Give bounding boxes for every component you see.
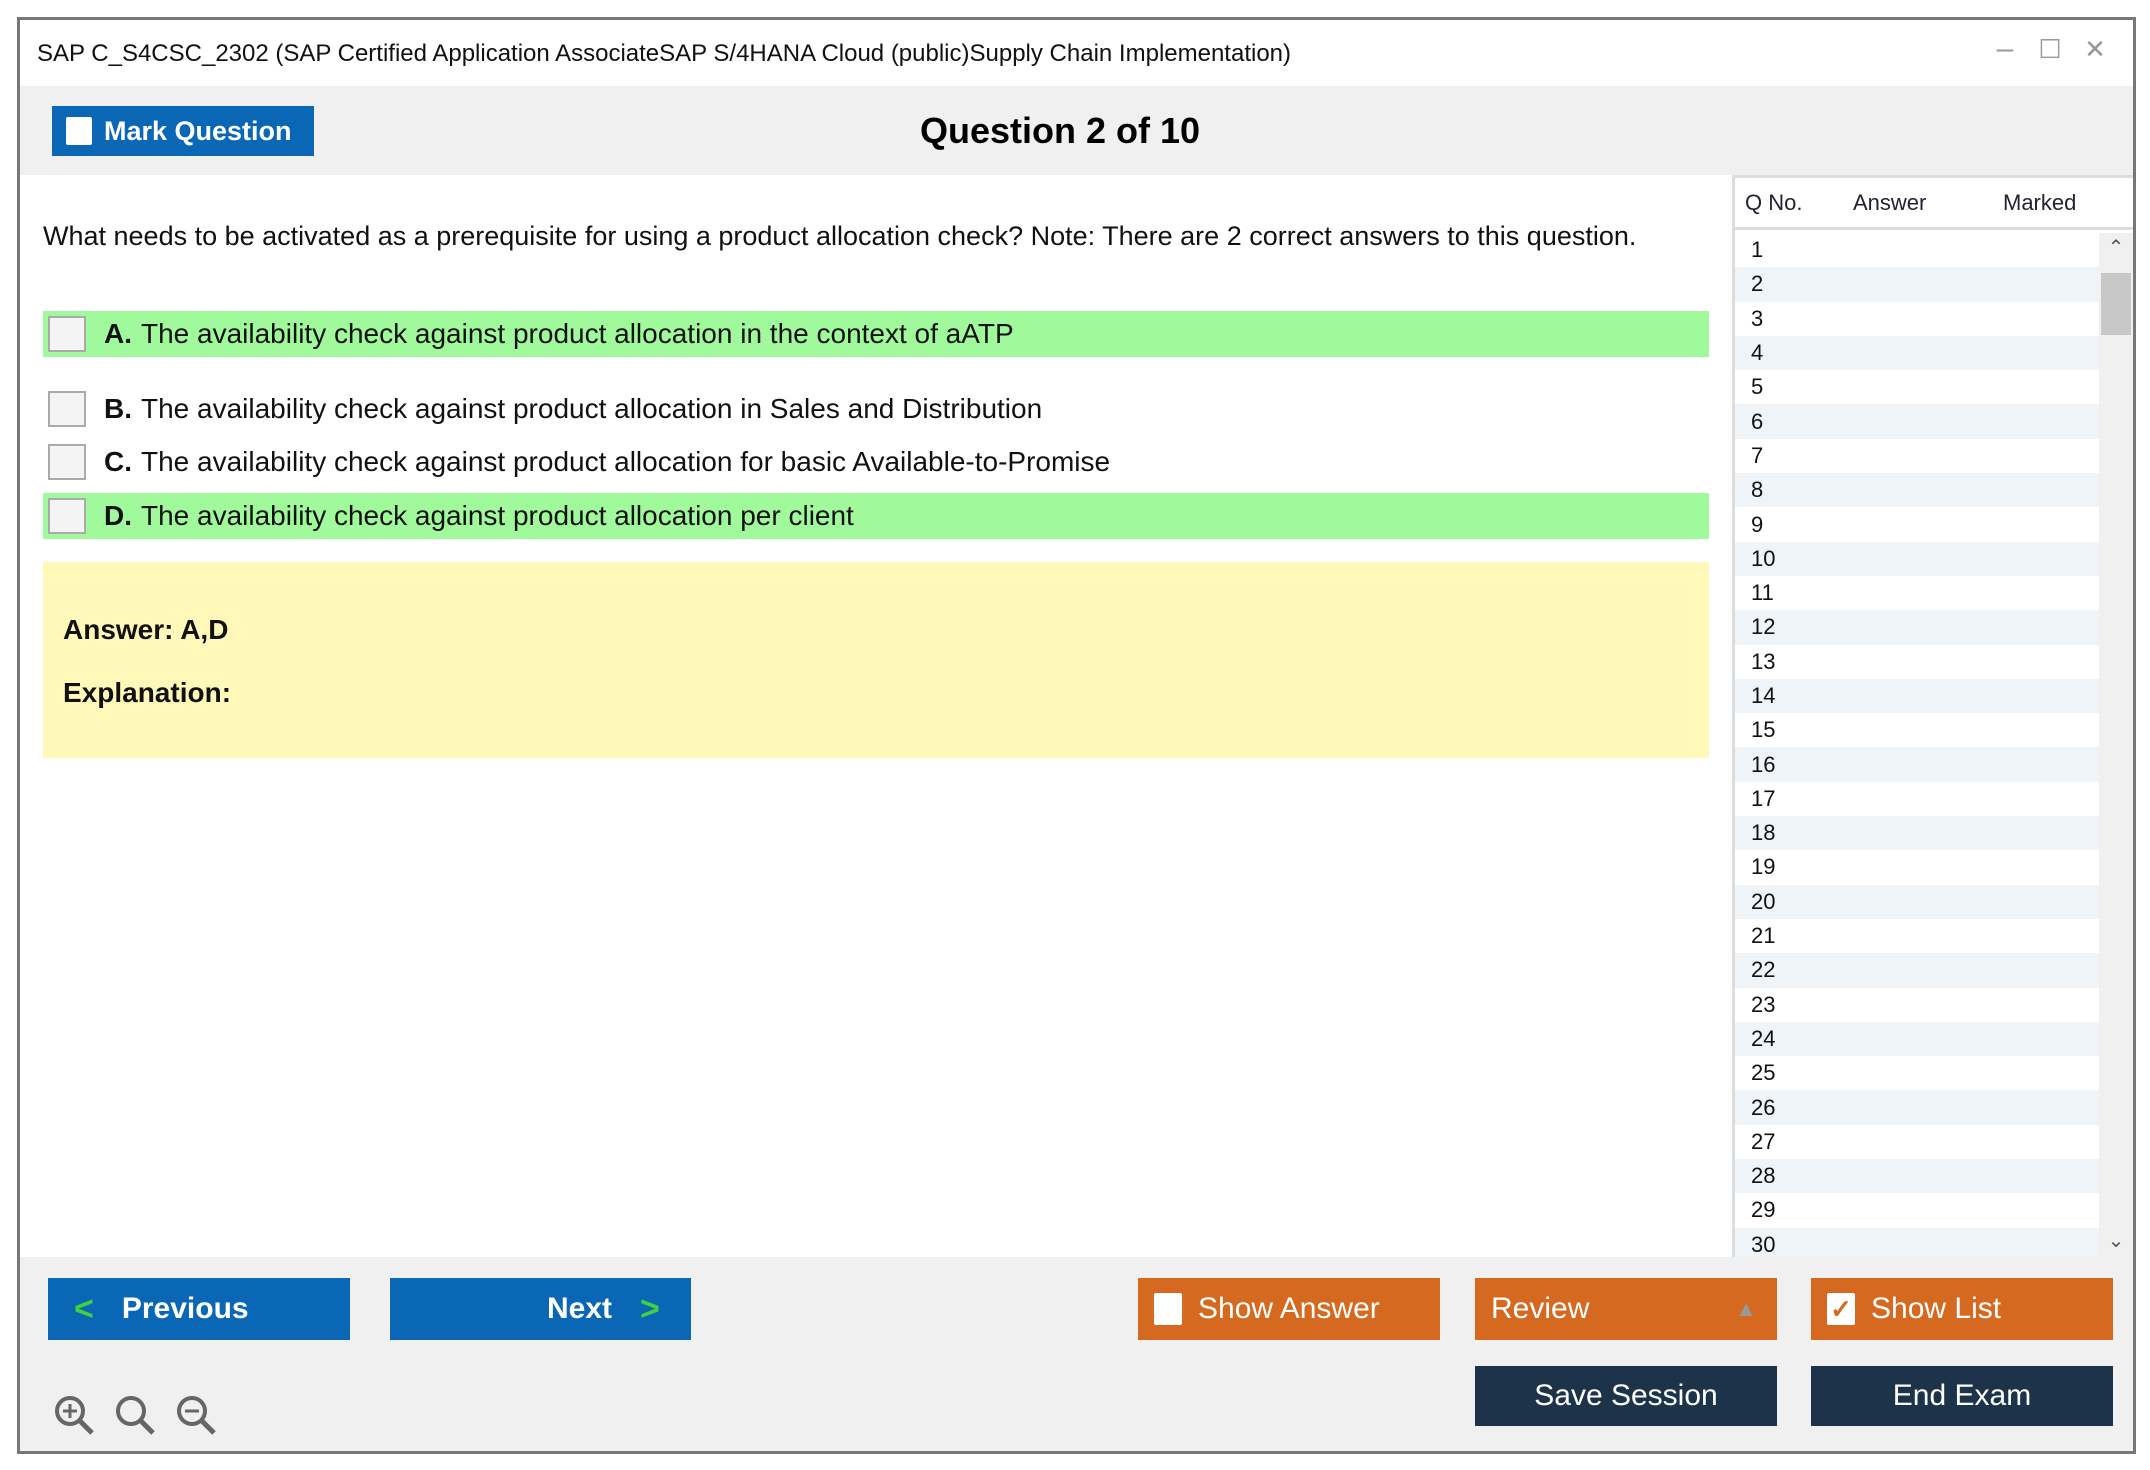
option-text: The availability check against product a…	[141, 500, 854, 531]
list-item[interactable]: 6	[1735, 404, 2099, 439]
answer-box: Answer: A,D Explanation:	[43, 562, 1709, 758]
save-session-label: Save Session	[1534, 1379, 1718, 1412]
question-text: What needs to be activated as a prerequi…	[43, 221, 1637, 251]
review-button[interactable]: Review ▲	[1475, 1278, 1777, 1340]
maximize-button[interactable]: ☐	[2038, 34, 2062, 64]
list-item[interactable]: 5	[1751, 374, 1764, 400]
end-exam-label: End Exam	[1892, 1379, 2032, 1412]
save-session-button[interactable]: Save Session	[1475, 1366, 1777, 1426]
next-label: Next	[547, 1292, 613, 1325]
list-item[interactable]: 12	[1735, 610, 2099, 645]
list-item[interactable]: 13	[1751, 648, 1776, 674]
option-text: The availability check against product a…	[141, 318, 1014, 349]
list-header: Q No. Answer Marked	[1735, 175, 2133, 230]
option-letter: B.	[104, 393, 132, 424]
option-letter: D.	[104, 500, 132, 531]
list-item[interactable]: 28	[1735, 1159, 2099, 1194]
option-b[interactable]: B. The availability check against product…	[43, 386, 1709, 432]
explanation-label: Explanation:	[63, 677, 232, 708]
checkbox-checked-icon[interactable]: ✓	[1827, 1293, 1855, 1325]
list-item[interactable]: 10	[1735, 541, 2099, 576]
list-item[interactable]: 20	[1735, 884, 2099, 919]
option-checkbox[interactable]	[48, 316, 86, 352]
option-letter: A.	[104, 318, 132, 349]
question-list: Q No. Answer Marked 1 2 3 4 5 6 7 8 9 10 11 12 13 14 1…	[1732, 175, 2133, 1262]
list-item[interactable]: 3	[1751, 305, 1764, 331]
show-list-button[interactable]: ✓ Show List	[1811, 1278, 2113, 1340]
zoom-in-icon[interactable]	[52, 1393, 96, 1437]
list-item[interactable]: 7	[1751, 442, 1764, 468]
question-header: Mark Question Question 2 of 10	[20, 86, 2133, 175]
title-bar: SAP C_S4CSC_2302 (SAP Certified Applicat…	[20, 20, 2133, 86]
list-item[interactable]: 4	[1735, 335, 2099, 371]
list-item[interactable]: 2	[1735, 267, 2099, 302]
zoom-reset-icon[interactable]	[113, 1393, 157, 1437]
header-answer: Answer	[1853, 189, 1927, 215]
list-item[interactable]: 30	[1735, 1227, 2099, 1262]
previous-label: Previous	[121, 1292, 249, 1325]
option-a[interactable]: A. The availability check against product…	[43, 311, 1709, 357]
list-item[interactable]: 24	[1735, 1021, 2099, 1057]
option-c[interactable]: C. The availability check against product…	[43, 439, 1709, 485]
list-item[interactable]: 22	[1735, 953, 2099, 988]
list-item[interactable]: 19	[1751, 854, 1776, 880]
list-item[interactable]: 21	[1751, 923, 1776, 949]
list-item[interactable]: 11	[1751, 580, 1774, 606]
next-button[interactable]: Next >	[390, 1278, 691, 1340]
list-item[interactable]: 16	[1735, 747, 2099, 782]
checkbox-icon	[66, 117, 92, 145]
end-exam-button[interactable]: End Exam	[1811, 1366, 2113, 1426]
mark-question-label: Mark Question	[104, 115, 292, 146]
option-text: The availability check against product a…	[141, 393, 1043, 424]
list-item[interactable]: 29	[1751, 1197, 1776, 1223]
list-item[interactable]: 25	[1751, 1060, 1776, 1086]
header-marked: Marked	[2003, 189, 2077, 215]
minimize-button[interactable]: –	[1996, 32, 2014, 65]
option-checkbox[interactable]	[48, 498, 86, 534]
list-item[interactable]: 14	[1735, 678, 2099, 714]
exam-window: SAP C_S4CSC_2302 (SAP Certified Applicat…	[17, 17, 2136, 1454]
option-letter: C.	[104, 446, 132, 477]
option-checkbox[interactable]	[48, 444, 86, 480]
zoom-out-icon[interactable]	[174, 1393, 218, 1437]
show-answer-label: Show Answer	[1198, 1292, 1380, 1325]
close-button[interactable]: ✕	[2084, 34, 2106, 64]
scrollbar[interactable]: ⌃ ⌄	[2099, 233, 2133, 1257]
list-item[interactable]: 1	[1751, 237, 1764, 263]
show-answer-button[interactable]: Show Answer	[1138, 1278, 1440, 1340]
window-title: SAP C_S4CSC_2302 (SAP Certified Applicat…	[37, 40, 1292, 67]
list-rows: 1 2 3 4 5 6 7 8 9 10 11 12 13 14 15 16 17 18 19 20 21 22 23 24 2…	[1735, 233, 2099, 1262]
option-d[interactable]: D. The availability check against product…	[43, 493, 1709, 539]
option-text: The availability check against product a…	[141, 446, 1111, 477]
checkbox-icon[interactable]	[1154, 1293, 1182, 1325]
option-checkbox[interactable]	[48, 391, 86, 427]
previous-button[interactable]: < Previous	[48, 1278, 350, 1340]
question-area: What needs to be activated as a prerequi…	[20, 175, 1732, 1257]
mark-question-button[interactable]: Mark Question	[52, 106, 314, 156]
list-item[interactable]: 15	[1751, 717, 1776, 743]
answer-label: Answer: A,D	[63, 614, 229, 645]
list-item[interactable]: 17	[1751, 785, 1776, 811]
list-item[interactable]: 18	[1735, 816, 2099, 851]
list-item[interactable]: 23	[1751, 991, 1776, 1017]
scroll-up-icon[interactable]: ⌃	[2107, 237, 2125, 259]
scroll-down-icon[interactable]: ⌄	[2107, 1230, 2125, 1252]
chevron-right-icon: >	[640, 1289, 660, 1328]
list-item[interactable]: 27	[1751, 1128, 1776, 1154]
show-list-label: Show List	[1871, 1292, 2002, 1325]
caret-up-icon: ▲	[1735, 1296, 1757, 1321]
list-item[interactable]: 8	[1735, 473, 2099, 508]
review-label: Review	[1491, 1292, 1590, 1325]
scrollbar-thumb[interactable]	[2101, 273, 2131, 335]
list-item[interactable]: 26	[1735, 1090, 2099, 1125]
chevron-left-icon: <	[74, 1289, 94, 1328]
footer-toolbar: < Previous Next > Show Answer Review ▲ ✓ Sho…	[20, 1257, 2133, 1451]
list-item[interactable]: 9	[1751, 511, 1764, 537]
header-qno: Q No.	[1745, 189, 1803, 215]
question-counter: Question 2 of 10	[919, 110, 1201, 151]
